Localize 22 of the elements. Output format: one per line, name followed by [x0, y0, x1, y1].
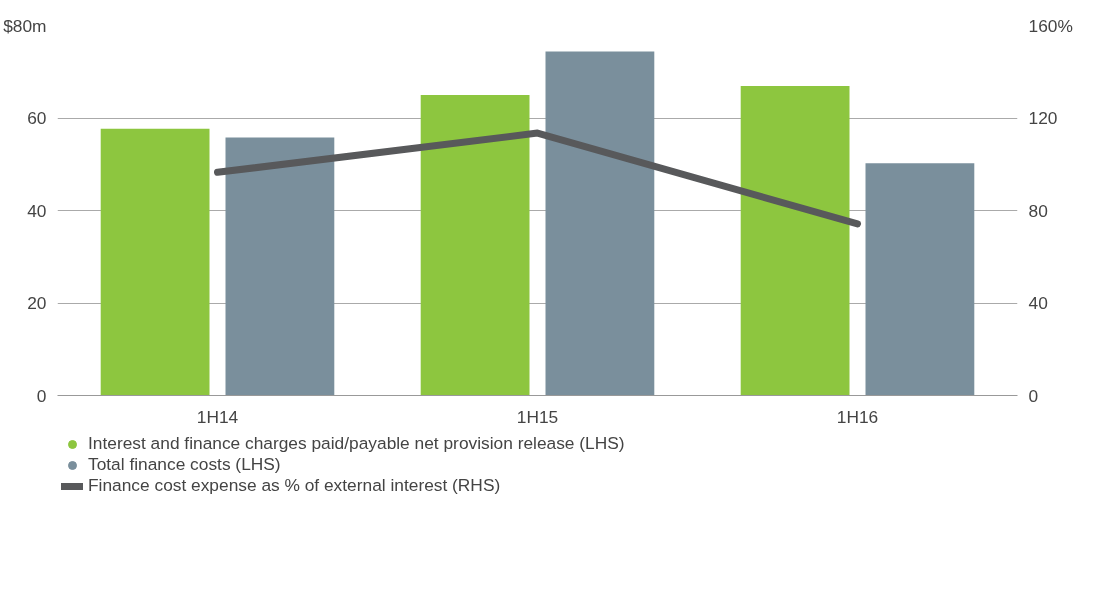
- y2-tick-label: 0: [1028, 385, 1039, 406]
- bar: [545, 51, 655, 396]
- y2-tick-label: 120: [1028, 108, 1058, 128]
- bar: [865, 163, 975, 396]
- bar: [225, 137, 335, 396]
- legend-label: Interest and finance charges paid/payable net provision release (LHS): [88, 433, 625, 454]
- x-tick-label: 1H16: [836, 406, 879, 427]
- x-tick-label: 1H15: [516, 406, 559, 427]
- y-tick-label: 0: [36, 385, 47, 406]
- legend-label: Finance cost expense as % of external interest (RHS): [88, 475, 501, 496]
- legend-label: Total finance costs (LHS): [88, 454, 281, 475]
- y-tick-label: 40: [27, 200, 47, 221]
- bar: [740, 86, 850, 396]
- y-tick-label: 20: [27, 293, 47, 313]
- bar: [420, 94, 530, 396]
- bar: [100, 128, 210, 396]
- y-tick-label: $80m: [3, 15, 47, 36]
- y-tick-label: 60: [27, 108, 47, 128]
- y2-tick-label: 160%: [1028, 15, 1073, 36]
- x-tick-label: 1H14: [196, 406, 239, 427]
- y2-tick-label: 40: [1028, 293, 1048, 313]
- y2-tick-label: 80: [1028, 200, 1048, 221]
